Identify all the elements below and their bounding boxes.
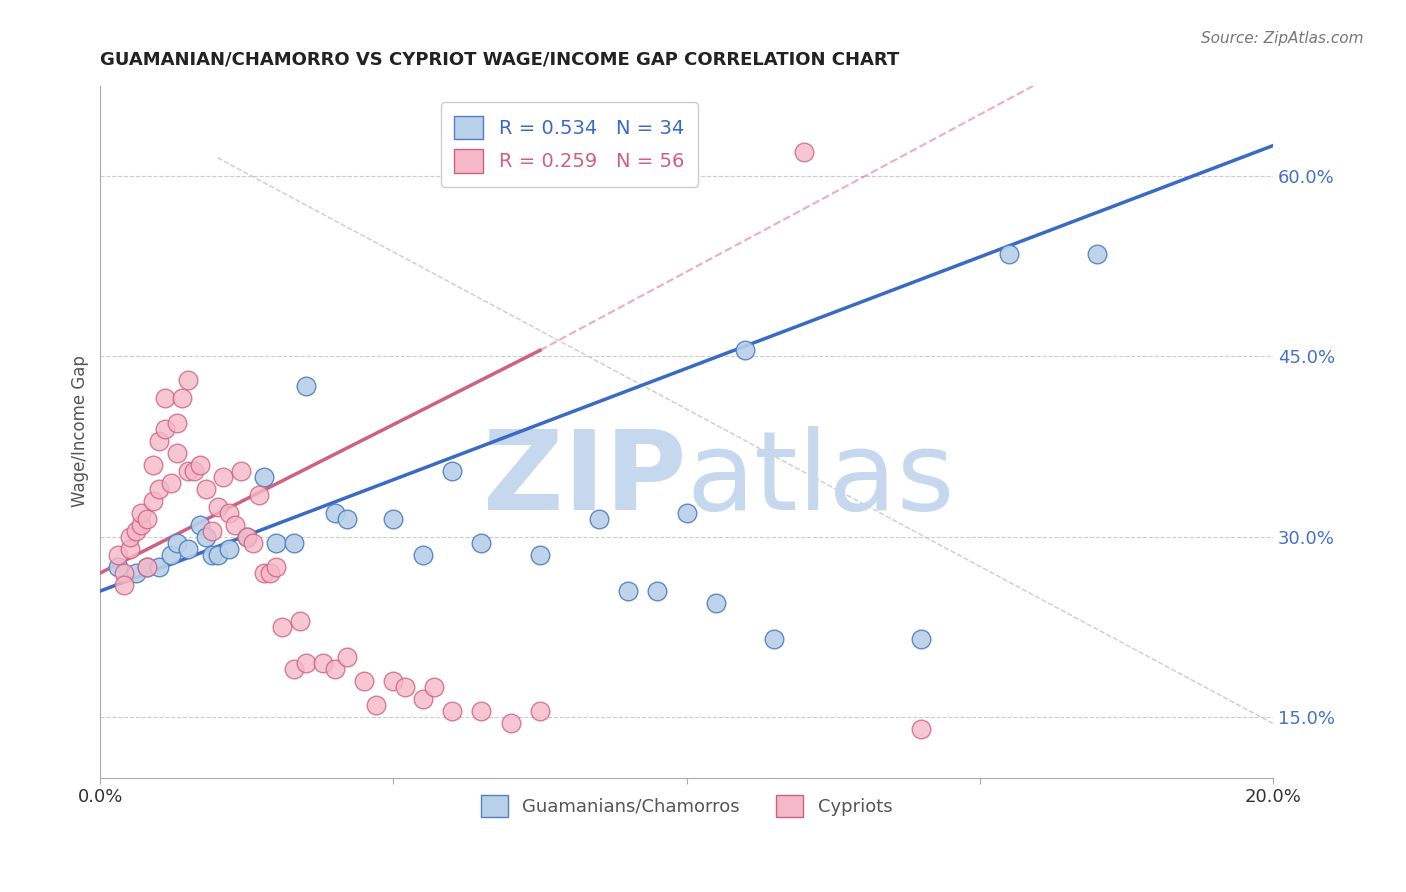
- Point: [734, 343, 756, 358]
- Point: [704, 596, 727, 610]
- Point: [441, 704, 464, 718]
- Point: [148, 560, 170, 574]
- Text: atlas: atlas: [686, 426, 955, 533]
- Point: [242, 536, 264, 550]
- Point: [910, 723, 932, 737]
- Point: [212, 469, 235, 483]
- Point: [236, 530, 259, 544]
- Point: [283, 536, 305, 550]
- Point: [218, 506, 240, 520]
- Point: [394, 681, 416, 695]
- Point: [645, 584, 668, 599]
- Point: [177, 464, 200, 478]
- Point: [288, 614, 311, 628]
- Point: [201, 548, 224, 562]
- Point: [470, 704, 492, 718]
- Point: [172, 392, 194, 406]
- Point: [675, 506, 697, 520]
- Point: [312, 657, 335, 671]
- Text: ZIP: ZIP: [484, 426, 686, 533]
- Point: [148, 482, 170, 496]
- Point: [271, 620, 294, 634]
- Point: [382, 674, 405, 689]
- Point: [283, 662, 305, 676]
- Point: [131, 506, 153, 520]
- Point: [153, 392, 176, 406]
- Point: [382, 512, 405, 526]
- Point: [335, 512, 357, 526]
- Point: [124, 566, 146, 580]
- Point: [412, 548, 434, 562]
- Point: [253, 566, 276, 580]
- Point: [112, 578, 135, 592]
- Point: [148, 434, 170, 448]
- Legend: Guamanians/Chamorros, Cypriots: Guamanians/Chamorros, Cypriots: [474, 788, 900, 824]
- Point: [323, 506, 346, 520]
- Point: [763, 632, 786, 647]
- Point: [588, 512, 610, 526]
- Point: [166, 536, 188, 550]
- Point: [617, 584, 640, 599]
- Point: [529, 704, 551, 718]
- Point: [294, 657, 316, 671]
- Point: [177, 373, 200, 387]
- Point: [136, 560, 159, 574]
- Point: [529, 548, 551, 562]
- Point: [218, 541, 240, 556]
- Point: [335, 650, 357, 665]
- Point: [194, 530, 217, 544]
- Point: [107, 560, 129, 574]
- Point: [247, 488, 270, 502]
- Point: [910, 632, 932, 647]
- Point: [253, 469, 276, 483]
- Point: [470, 536, 492, 550]
- Point: [207, 500, 229, 514]
- Point: [323, 662, 346, 676]
- Text: GUAMANIAN/CHAMORRO VS CYPRIOT WAGE/INCOME GAP CORRELATION CHART: GUAMANIAN/CHAMORRO VS CYPRIOT WAGE/INCOM…: [100, 51, 900, 69]
- Text: Source: ZipAtlas.com: Source: ZipAtlas.com: [1201, 31, 1364, 46]
- Point: [142, 493, 165, 508]
- Point: [207, 548, 229, 562]
- Point: [264, 536, 287, 550]
- Point: [259, 566, 281, 580]
- Point: [1085, 247, 1108, 261]
- Point: [188, 517, 211, 532]
- Point: [166, 416, 188, 430]
- Point: [159, 475, 181, 490]
- Point: [166, 445, 188, 459]
- Point: [177, 541, 200, 556]
- Point: [229, 464, 252, 478]
- Point: [423, 681, 446, 695]
- Point: [118, 541, 141, 556]
- Point: [294, 379, 316, 393]
- Point: [131, 517, 153, 532]
- Point: [364, 698, 387, 713]
- Point: [112, 566, 135, 580]
- Point: [264, 560, 287, 574]
- Point: [998, 247, 1021, 261]
- Point: [118, 530, 141, 544]
- Point: [136, 560, 159, 574]
- Point: [136, 512, 159, 526]
- Point: [194, 482, 217, 496]
- Point: [353, 674, 375, 689]
- Y-axis label: Wage/Income Gap: Wage/Income Gap: [72, 356, 89, 508]
- Point: [124, 524, 146, 538]
- Point: [441, 464, 464, 478]
- Point: [142, 458, 165, 472]
- Point: [159, 548, 181, 562]
- Point: [224, 517, 246, 532]
- Point: [201, 524, 224, 538]
- Point: [188, 458, 211, 472]
- Point: [236, 530, 259, 544]
- Point: [499, 716, 522, 731]
- Point: [153, 421, 176, 435]
- Point: [793, 145, 815, 159]
- Point: [183, 464, 205, 478]
- Point: [107, 548, 129, 562]
- Point: [412, 692, 434, 706]
